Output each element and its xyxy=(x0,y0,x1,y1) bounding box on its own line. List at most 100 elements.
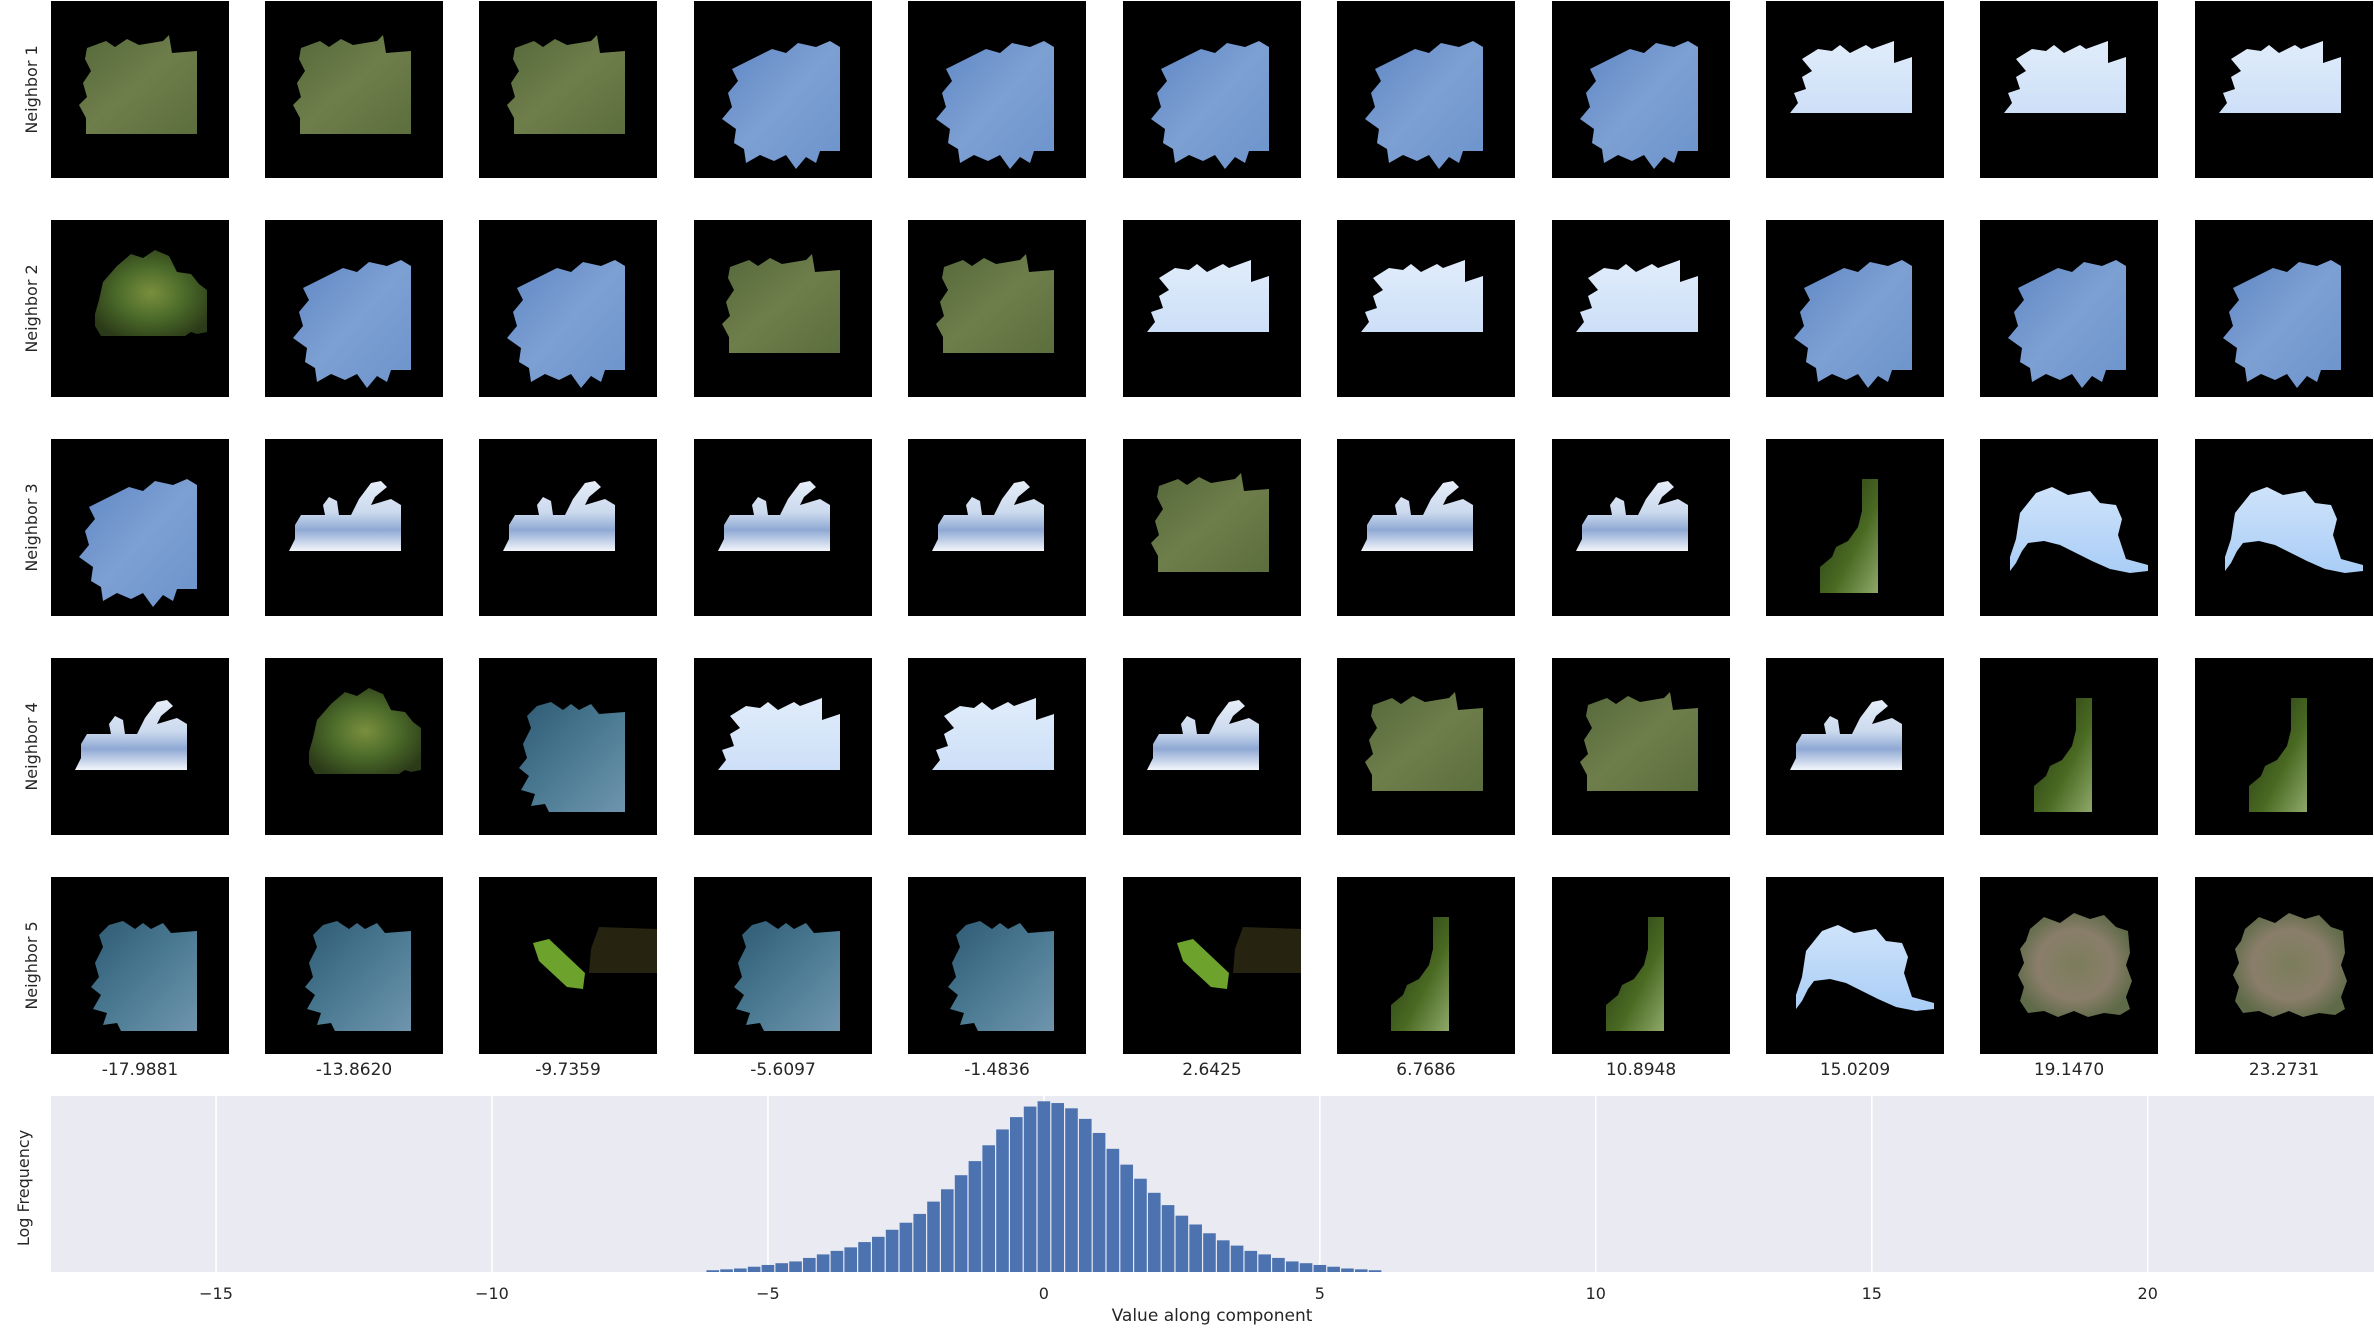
histogram-bar xyxy=(1285,1261,1299,1272)
histogram-bar xyxy=(720,1269,733,1272)
image-segment xyxy=(503,481,615,551)
row-labels: Neighbor 1 Neighbor 2 Neighbor 3 Neighbor 4… xyxy=(22,45,41,1009)
histogram-bar xyxy=(1175,1215,1189,1272)
image-tile xyxy=(265,439,443,616)
image-segment xyxy=(293,260,411,388)
image-tile xyxy=(1123,439,1301,616)
image-tile xyxy=(479,439,657,616)
image-segment xyxy=(1151,41,1269,169)
x-tick-label: 20 xyxy=(2138,1284,2158,1303)
histogram-bar xyxy=(968,1161,982,1272)
x-tick-label: 5 xyxy=(1315,1284,1325,1303)
image-tile xyxy=(1337,877,1515,1054)
histogram-bar xyxy=(1258,1254,1271,1272)
image-tile xyxy=(51,877,229,1054)
column-value-label: 2.6425 xyxy=(1182,1060,1241,1080)
image-segment xyxy=(936,254,1054,353)
image-segment xyxy=(2034,698,2092,812)
histogram-bar xyxy=(1272,1257,1285,1272)
histogram-bar xyxy=(1189,1224,1202,1272)
histogram-bar xyxy=(1216,1240,1230,1272)
image-tile xyxy=(1766,439,1944,616)
histogram-bar xyxy=(1327,1266,1340,1272)
image-segment xyxy=(2219,41,2341,113)
column-value-label: 10.8948 xyxy=(1606,1060,1676,1080)
image-tile xyxy=(2195,658,2373,835)
histogram-bar xyxy=(1051,1103,1064,1272)
image-tile xyxy=(1980,220,2158,397)
image-tile xyxy=(479,877,657,1054)
image-tile xyxy=(1766,1,1944,178)
column-value-label: 15.0209 xyxy=(1820,1060,1890,1080)
image-tile xyxy=(2195,439,2373,616)
histogram-bar xyxy=(927,1201,940,1272)
column-value-label: 19.1470 xyxy=(2034,1060,2104,1080)
histogram-bar xyxy=(982,1145,995,1272)
column-value-label: -5.6097 xyxy=(750,1060,816,1080)
column-value-label: -1.4836 xyxy=(964,1060,1030,1080)
image-tile xyxy=(1552,658,1730,835)
row-label: Neighbor 4 xyxy=(22,702,41,790)
image-tile xyxy=(1766,220,1944,397)
histogram-bar xyxy=(1009,1117,1023,1272)
image-segment xyxy=(533,939,585,989)
histogram-bar xyxy=(941,1189,954,1272)
x-axis-label: Value along component xyxy=(1112,1306,1313,1326)
image-segment xyxy=(519,702,625,812)
histogram-bar xyxy=(1368,1270,1382,1272)
image-segment xyxy=(718,481,830,551)
image-segment xyxy=(734,921,840,1031)
histogram-bar xyxy=(1147,1192,1161,1272)
image-tile xyxy=(51,658,229,835)
image-grid xyxy=(51,1,2373,1054)
image-tile xyxy=(694,658,872,835)
image-segment xyxy=(1576,260,1698,332)
histogram-bar xyxy=(1023,1106,1037,1272)
image-tile xyxy=(1980,658,2158,835)
histogram-bar xyxy=(1120,1164,1133,1272)
image-tile xyxy=(1552,220,1730,397)
image-segment xyxy=(293,35,411,134)
histogram-bar xyxy=(734,1268,747,1272)
image-segment xyxy=(2225,487,2363,573)
image-tile xyxy=(1980,877,2158,1054)
image-segment xyxy=(1820,479,1878,593)
image-tile xyxy=(1980,1,2158,178)
image-tile xyxy=(265,220,443,397)
column-value-labels: -17.9881 -13.8620 -9.7359 -5.6097 -1.4836 2.6… xyxy=(102,1060,2319,1080)
image-segment xyxy=(1361,260,1483,332)
image-tile xyxy=(479,1,657,178)
x-tick-label: 10 xyxy=(1586,1284,1606,1303)
column-value-label: -13.8620 xyxy=(316,1060,392,1080)
image-segment xyxy=(589,927,657,973)
histogram-bar xyxy=(1244,1250,1258,1272)
image-segment xyxy=(722,254,840,353)
histogram-bar xyxy=(996,1129,1009,1272)
image-segment xyxy=(79,35,197,134)
image-segment xyxy=(2008,260,2126,388)
image-tile xyxy=(694,439,872,616)
histogram-bar xyxy=(858,1242,871,1272)
image-segment xyxy=(1361,481,1473,551)
image-segment xyxy=(1365,41,1483,169)
image-segment xyxy=(2233,913,2347,1017)
image-segment xyxy=(2018,913,2132,1017)
image-tile xyxy=(694,220,872,397)
histogram-bar xyxy=(954,1175,968,1272)
image-segment xyxy=(2249,698,2307,812)
image-segment xyxy=(1580,41,1698,169)
image-tile xyxy=(479,220,657,397)
image-tile xyxy=(1123,877,1301,1054)
image-segment xyxy=(1796,925,1934,1011)
histogram-bar xyxy=(775,1263,789,1272)
image-tile xyxy=(694,877,872,1054)
image-segment xyxy=(2004,41,2126,113)
image-segment xyxy=(1147,700,1259,770)
histogram-bar xyxy=(789,1261,802,1272)
image-tile xyxy=(1337,1,1515,178)
image-segment xyxy=(2223,260,2341,388)
image-tile xyxy=(1552,877,1730,1054)
image-tile xyxy=(51,220,229,397)
image-tile xyxy=(2195,877,2373,1054)
histogram-bar xyxy=(1065,1108,1078,1272)
